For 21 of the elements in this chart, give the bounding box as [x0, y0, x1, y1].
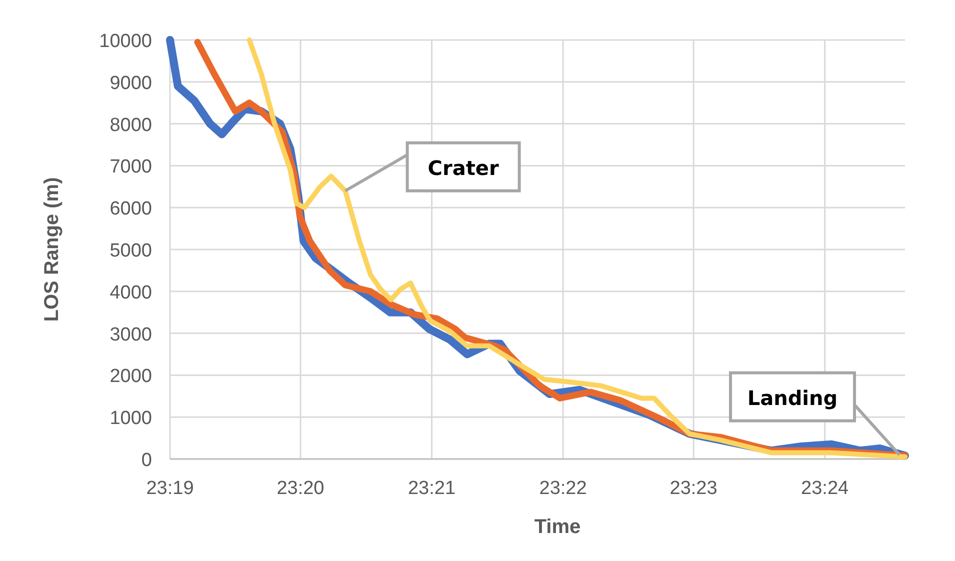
- x-tick-label: 23:23: [670, 478, 718, 499]
- y-tick-label: 0: [141, 450, 152, 471]
- annotation: Landing: [747, 386, 838, 410]
- x-tick-label: 23:21: [408, 478, 456, 499]
- y-tick-label: 9000: [110, 72, 152, 94]
- y-tick-label: 8000: [110, 114, 152, 136]
- y-tick-label: 4000: [110, 282, 152, 304]
- x-tick-label: 23:24: [801, 478, 850, 499]
- x-tick-label: 23:19: [146, 478, 194, 499]
- y-tick-label: 2000: [110, 366, 152, 388]
- annotation: Crater: [428, 156, 499, 180]
- y-tick-label: 1000: [110, 408, 152, 430]
- y-tick-label: 10000: [99, 31, 152, 52]
- y-tick-label: 7000: [110, 156, 152, 178]
- y-axis-title: LOS Range (m): [41, 177, 63, 322]
- x-tick-label: 23:22: [539, 478, 587, 499]
- y-tick-label: 3000: [110, 324, 152, 346]
- y-tick-label: 5000: [110, 240, 152, 262]
- y-tick-label: 6000: [110, 198, 152, 220]
- x-axis-title: Time: [534, 516, 581, 538]
- x-tick-label: 23:20: [276, 478, 324, 499]
